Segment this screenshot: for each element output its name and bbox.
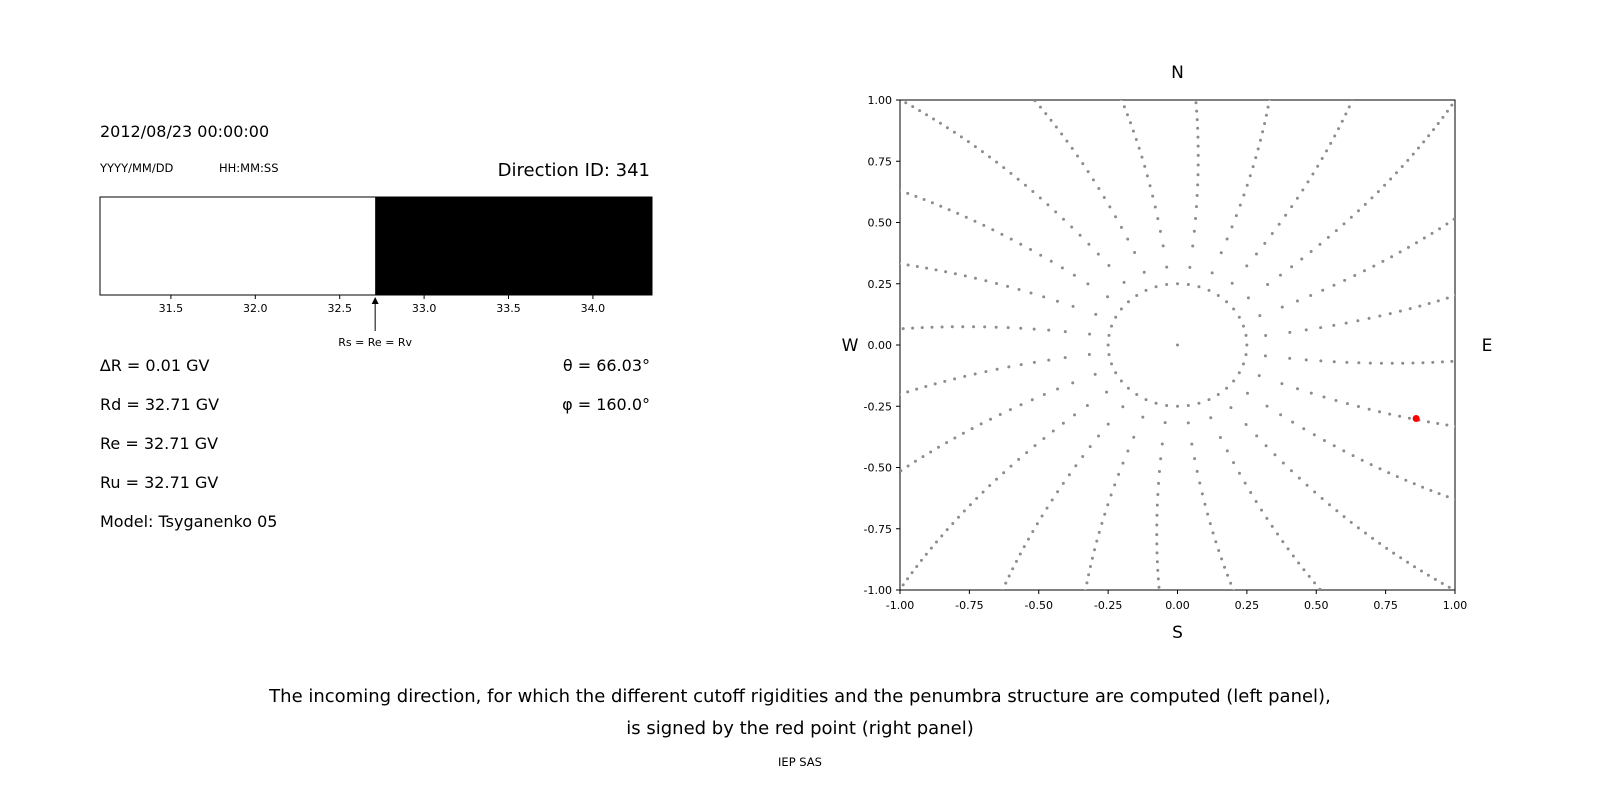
delta-r-value: ∆R = 0.01 GV bbox=[100, 356, 210, 375]
svg-text:0.50: 0.50 bbox=[1304, 599, 1329, 612]
svg-text:32.0: 32.0 bbox=[243, 302, 267, 315]
svg-text:0.75: 0.75 bbox=[868, 155, 893, 168]
svg-text:-0.75: -0.75 bbox=[864, 523, 892, 536]
cutoff-arrowhead bbox=[371, 297, 379, 304]
svg-text:-0.50: -0.50 bbox=[864, 462, 892, 475]
svg-text:1.00: 1.00 bbox=[868, 94, 893, 107]
credit-text: IEP SAS bbox=[778, 755, 822, 769]
rd-value: Rd = 32.71 GV bbox=[100, 395, 220, 414]
svg-text:34.0: 34.0 bbox=[581, 302, 606, 315]
svg-text:1.00: 1.00 bbox=[1443, 599, 1468, 612]
ru-value: Ru = 32.71 GV bbox=[100, 473, 219, 492]
red-point bbox=[1412, 415, 1420, 422]
caption-line-2: is signed by the red point (right panel) bbox=[626, 718, 974, 739]
penumbra-border bbox=[99, 196, 653, 296]
re-value: Re = 32.71 GV bbox=[100, 434, 219, 453]
compass-label-e: E bbox=[1482, 336, 1493, 356]
penumbra-chart: 31.5 32.0 32.5 33.0 33.5 34.0 Rs = Re = Rv bbox=[99, 196, 653, 349]
svg-text:0.00: 0.00 bbox=[868, 339, 893, 352]
penumbra-x-ticks: 31.5 32.0 32.5 33.0 33.5 34.0 bbox=[159, 295, 606, 315]
compass-label-n: N bbox=[1171, 63, 1184, 83]
svg-text:0.25: 0.25 bbox=[1235, 599, 1260, 612]
svg-text:32.5: 32.5 bbox=[327, 302, 352, 315]
y-axis-ticks: -1.00 -0.75 -0.50 -0.25 0.00 0.25 0.50 0.75 1.00 bbox=[864, 94, 900, 597]
svg-text:-0.25: -0.25 bbox=[864, 400, 892, 413]
caption-line-1: The incoming direction, for which the di… bbox=[269, 686, 1331, 707]
cutoff-marker: Rs = Re = Rv bbox=[338, 297, 413, 349]
svg-text:-1.00: -1.00 bbox=[886, 599, 914, 612]
compass-label-w: W bbox=[842, 336, 859, 356]
time-format-label: HH:MM:SS bbox=[219, 161, 279, 175]
cutoff-marker-label: Rs = Re = Rv bbox=[338, 336, 412, 349]
svg-text:31.5: 31.5 bbox=[159, 302, 184, 315]
theta-value: θ = 66.03° bbox=[562, 356, 650, 375]
date-format-label: YYYY/MM/DD bbox=[100, 161, 174, 175]
direction-id-title: Direction ID: 341 bbox=[497, 160, 650, 181]
direction-map-chart: -1.00 -0.75 -0.50 -0.25 0.00 0.25 0.50 0.75 1.00… bbox=[842, 63, 1493, 643]
phi-value: φ = 160.0° bbox=[562, 395, 650, 414]
penumbra-band bbox=[99, 196, 653, 296]
svg-text:0.50: 0.50 bbox=[868, 217, 893, 230]
svg-text:0.25: 0.25 bbox=[868, 278, 893, 291]
svg-text:33.5: 33.5 bbox=[496, 302, 521, 315]
model-label: Model: Tsyganenko 05 bbox=[100, 512, 278, 531]
svg-text:-0.50: -0.50 bbox=[1025, 599, 1053, 612]
datetime-text: 2012/08/23 00:00:00 bbox=[100, 122, 270, 141]
svg-text:-0.25: -0.25 bbox=[1094, 599, 1122, 612]
compass-label-s: S bbox=[1172, 623, 1183, 643]
svg-text:33.0: 33.0 bbox=[412, 302, 437, 315]
svg-text:0.75: 0.75 bbox=[1373, 599, 1398, 612]
svg-text:-0.75: -0.75 bbox=[955, 599, 983, 612]
svg-text:0.00: 0.00 bbox=[1165, 599, 1190, 612]
direction-dots bbox=[900, 100, 1455, 590]
svg-text:-1.00: -1.00 bbox=[864, 584, 892, 597]
x-axis-ticks: -1.00 -0.75 -0.50 -0.25 0.00 0.25 0.50 0.75 1.00 bbox=[886, 590, 1467, 612]
